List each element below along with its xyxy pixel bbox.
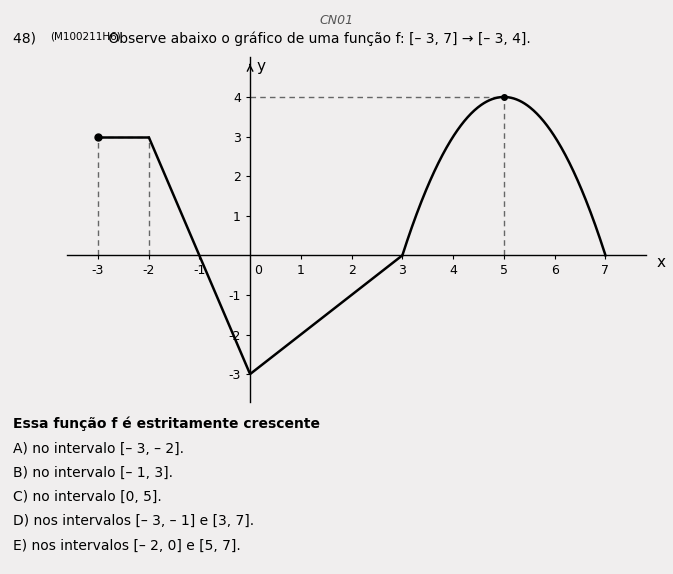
Text: A) no intervalo [– 3, – 2].: A) no intervalo [– 3, – 2]. [13,442,184,456]
Text: (M100211H6): (M100211H6) [50,32,121,41]
Text: CN01: CN01 [320,14,353,28]
Text: 0: 0 [254,264,262,277]
Text: C) no intervalo [0, 5].: C) no intervalo [0, 5]. [13,490,162,504]
Text: D) nos intervalos [– 3, – 1] e [3, 7].: D) nos intervalos [– 3, – 1] e [3, 7]. [13,514,254,528]
Text: E) nos intervalos [– 2, 0] e [5, 7].: E) nos intervalos [– 2, 0] e [5, 7]. [13,538,241,552]
Text: 48): 48) [13,32,41,45]
Text: x: x [656,255,665,270]
Text: B) no intervalo [– 1, 3].: B) no intervalo [– 1, 3]. [13,466,174,480]
Text: Essa função f é estritamente crescente: Essa função f é estritamente crescente [13,416,320,430]
Text: Observe abaixo o gráfico de uma função f: [– 3, 7] → [– 3, 4].: Observe abaixo o gráfico de uma função f… [104,32,531,46]
Text: y: y [256,59,265,75]
